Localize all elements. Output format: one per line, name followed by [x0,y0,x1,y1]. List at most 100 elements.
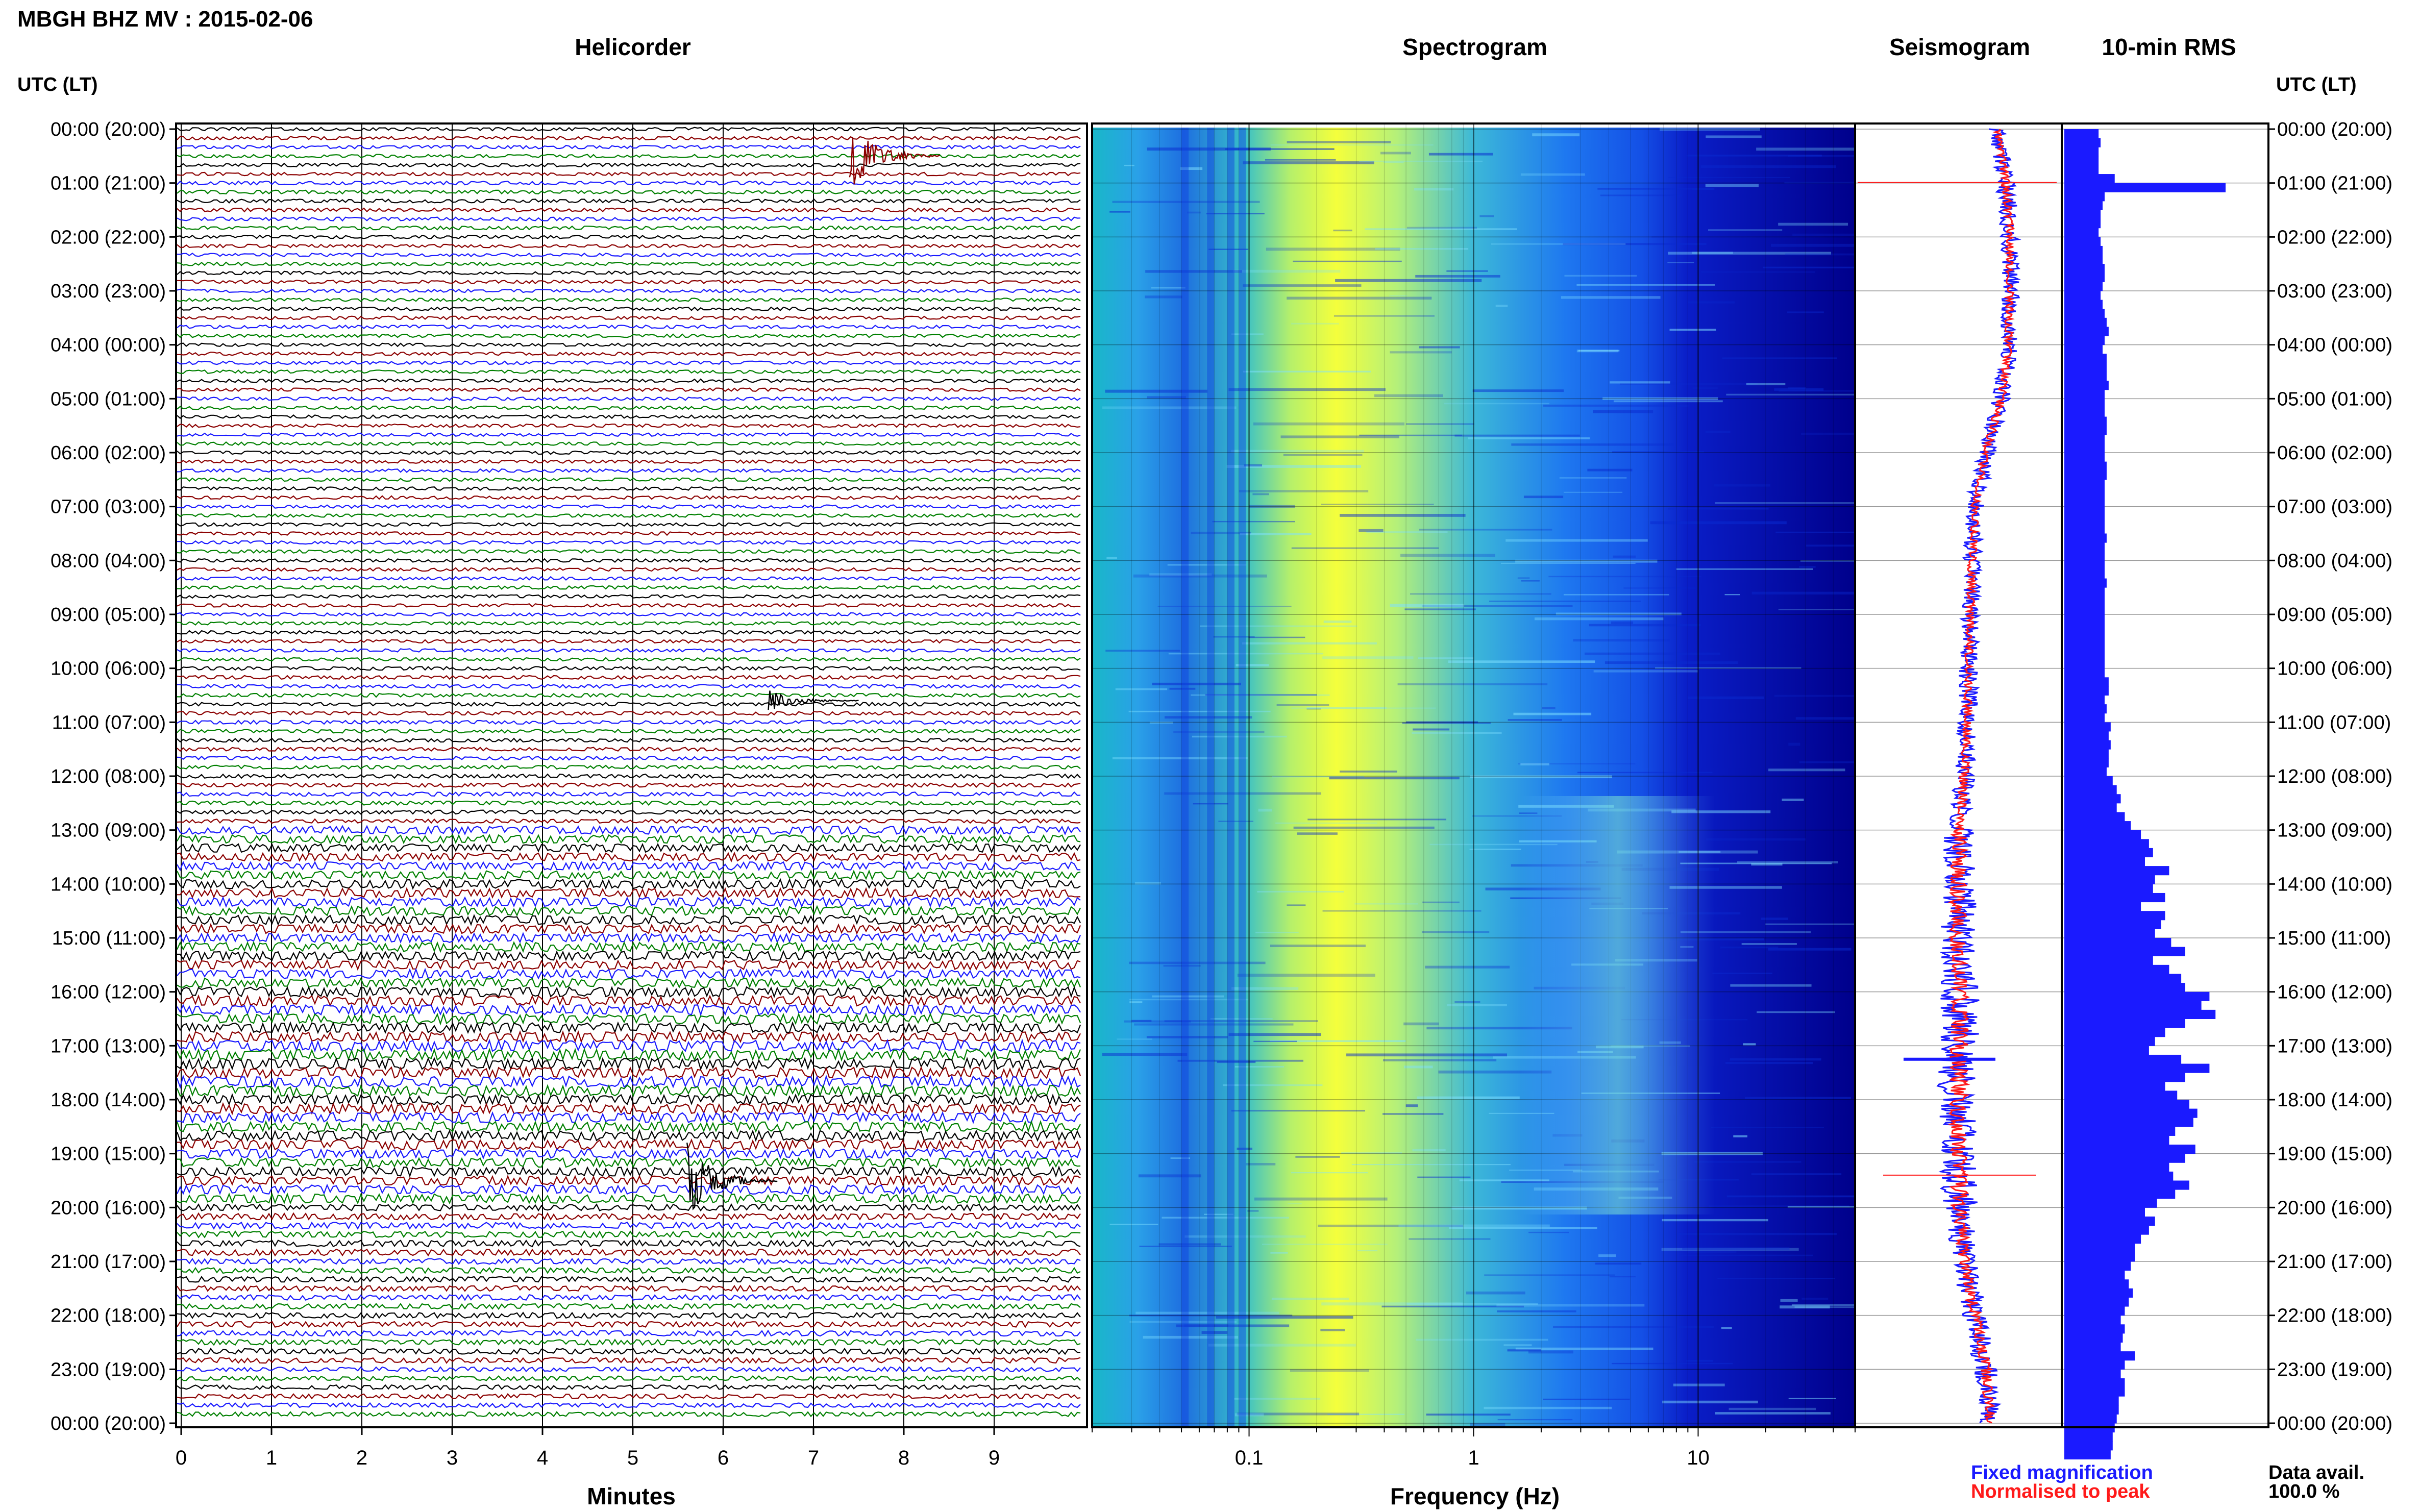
spectrogram-streak [1800,560,1855,562]
spectrogram-streak [1124,1020,1191,1023]
helicorder-trace [177,1276,1081,1283]
spectrogram-streak [1169,687,1196,690]
spectrogram-streak [1620,382,1758,385]
time-tick-right: 05:00 (01:00) [2277,388,2392,410]
rms-bar [2064,875,2155,884]
spectrogram-band [1207,128,1215,1426]
spectrogram-streak [1470,1423,1505,1426]
rms-bar [2064,1432,2113,1442]
spectrogram-streak [1768,948,1852,951]
helicorder-trace [177,985,1081,999]
rms-bar [2064,740,2111,750]
time-tick-right: 12:00 (08:00) [2277,766,2392,787]
spectrogram-streak [1275,822,1377,824]
rms-bar [2064,317,2107,327]
time-tick-right: 21:00 (17:00) [2277,1251,2392,1273]
spectrogram-streak [1706,135,1762,138]
spectrogram-streak [1778,222,1848,226]
spectrogram-streak [1501,562,1636,564]
spectrogram-streak [1597,188,1714,190]
time-tick-left: 02:00 (22:00) [51,227,166,248]
spectrogram-streak [1151,287,1186,289]
spectrogram-streak [1655,667,1801,669]
spectrogram-streak [1406,721,1478,724]
spectrogram-streak [1686,1359,1713,1362]
rms-bar [2064,498,2105,507]
spectrogram-streak [1192,735,1287,738]
spectrogram-streak [1515,559,1658,563]
spectrogram-streak [1204,1213,1233,1215]
spectrogram-streak [1366,531,1448,533]
spectrogram-streak [1208,1344,1356,1347]
spectrogram-streak [1491,243,1626,245]
spectrogram-streak [1743,1043,1756,1046]
helicorder-trace [177,261,1081,266]
spectrogram-streak [1412,1149,1446,1152]
spectrogram-streak [1708,1205,1849,1208]
time-tick-right: 13:00 (09:00) [2277,820,2392,841]
spectrogram-streak [1688,301,1735,304]
helicorder-trace [177,1393,1081,1400]
rms-bar [2064,1405,2119,1415]
helicorder-trace [177,1038,1081,1053]
rms-bar [2064,605,2105,615]
spectrogram-streak [1365,228,1517,230]
helicorder-trace [177,387,1081,392]
helicorder-trace [177,144,1081,150]
rms-bar [2064,165,2099,175]
spectrogram-streak [1329,777,1460,780]
helicorder-trace [177,162,1081,167]
spectrogram-x-tick-label: 10 [1687,1447,1710,1469]
rms-bar [2064,794,2121,804]
spectrogram-streak [1542,707,1556,709]
rms-bar [2064,354,2107,363]
spectrogram-streak [1306,707,1387,709]
spectrogram-streak [1715,502,1855,504]
seismogram-title: Seismogram [1889,34,2030,60]
spectrogram-title: Spectrogram [1402,34,1547,60]
spectrogram-streak [1133,574,1267,578]
spectrogram-streak [1688,696,1764,700]
time-tick-left: 12:00 (08:00) [51,766,166,787]
rms-bar [2064,1126,2176,1136]
rms-bar [2064,1279,2129,1289]
spectrogram-streak [1216,1316,1353,1319]
rms-bar [2064,1378,2125,1388]
spectrogram-xlabel: Frequency (Hz) [1390,1483,1560,1509]
spectrogram-streak [1390,351,1452,354]
spectrogram-streak [1291,547,1439,549]
spectrogram-streak [1470,775,1612,779]
helicorder-trace [176,1065,1081,1080]
spectrogram-streak [1662,1219,1768,1222]
helicorder-trace [177,860,1081,872]
spectrogram-streak [1730,984,1812,987]
helicorder-trace [177,279,1081,285]
rms-bar [2064,1387,2125,1397]
rms-bar [2064,677,2109,687]
helicorder-trace [177,1267,1081,1274]
helicorder-trace [176,1083,1081,1098]
rms-bar [2064,1001,2202,1010]
rms-bar [2064,1225,2149,1235]
spectrogram-streak [1381,1305,1524,1308]
spectrogram-streak [1341,1152,1402,1154]
spectrogram-streak [1559,477,1627,479]
spectrogram-streak [1561,296,1661,299]
helicorder-trace [177,1384,1081,1391]
rms-bar [2064,1046,2149,1055]
rms-bar [2064,309,2105,318]
rms-bar [2064,1306,2125,1316]
spectrogram-streak [1335,279,1482,282]
spectrogram-streak [1252,493,1269,495]
spectrogram-streak [1563,491,1623,493]
rms-bar [2064,821,2131,831]
spectrogram-streak [1787,311,1824,313]
rms-bar [2064,1135,2169,1145]
helicorder-trace [177,252,1081,258]
rms-bar [2064,1270,2125,1280]
spectrogram-streak [1795,717,1855,720]
spectrogram-streak [1405,423,1474,425]
rms-bar [2064,1028,2165,1037]
helicorder-trace [177,486,1081,491]
spectrogram-streak [1415,275,1500,278]
